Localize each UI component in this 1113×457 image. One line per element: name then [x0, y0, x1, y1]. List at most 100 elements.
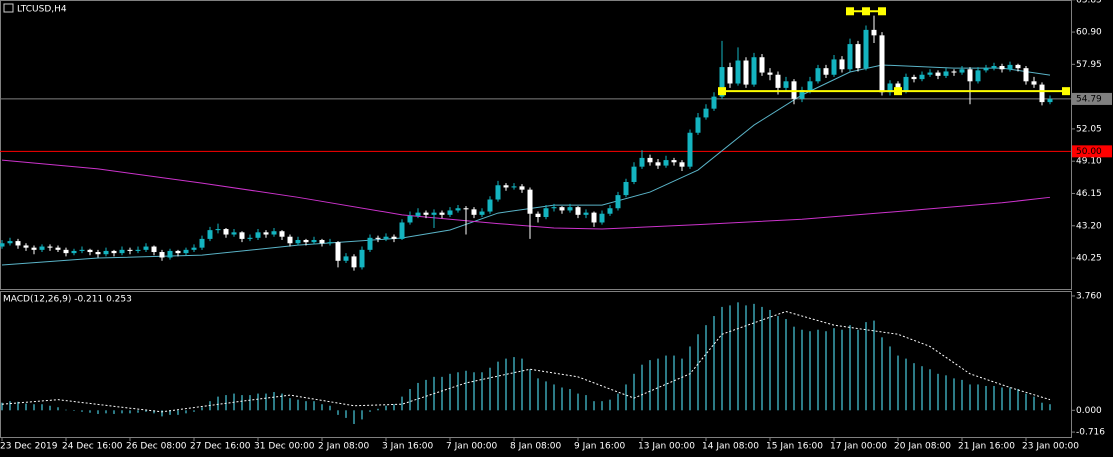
candle-body	[727, 67, 733, 84]
x-tick-label: 20 Jan 08:00	[894, 442, 951, 452]
candle-body	[647, 157, 653, 163]
candle-body	[847, 44, 853, 70]
candle-body	[143, 246, 149, 250]
candle-body	[1039, 84, 1045, 103]
candle-body	[1007, 64, 1013, 70]
candle-body	[0, 243, 5, 247]
y-tick-label: 3.760	[1076, 291, 1102, 301]
x-tick-label: 9 Jan 16:00	[574, 442, 626, 452]
candle-body	[23, 245, 29, 248]
candle-body	[767, 72, 773, 75]
x-tick-label: 26 Dec 08:00	[126, 442, 187, 452]
candle-body	[471, 209, 477, 215]
candle-body	[639, 157, 645, 167]
object-anchor	[878, 7, 886, 16]
candle-body	[567, 207, 573, 211]
candle-body	[351, 256, 357, 268]
candle-body	[887, 83, 893, 93]
candle-body	[975, 70, 981, 82]
candle-body	[151, 246, 157, 253]
candle-body	[239, 232, 245, 239]
candle-body	[823, 68, 829, 75]
candle-body	[807, 81, 813, 91]
candle-body	[935, 72, 941, 76]
y-tick-label: 0.000	[1076, 406, 1102, 416]
candle-body	[999, 65, 1005, 70]
candle-body	[447, 210, 453, 215]
candle-body	[863, 29, 869, 69]
candle-body	[783, 81, 789, 88]
candle-body	[575, 207, 581, 215]
moving-average	[1, 64, 1051, 266]
candle-body	[551, 207, 557, 209]
candle-body	[87, 249, 93, 253]
candle-body	[759, 57, 765, 73]
candle-body	[47, 246, 53, 248]
x-tick-label: 8 Jan 08:00	[510, 442, 562, 452]
object-anchor	[718, 87, 726, 96]
y-tick-label: -0.716	[1076, 428, 1105, 438]
candle-body	[951, 71, 957, 73]
macd-title: MACD(12,26,9) -0.211 0.253	[3, 295, 132, 305]
candle-body	[1015, 64, 1021, 69]
candle-body	[335, 242, 341, 261]
candle-body	[391, 236, 397, 239]
candle-body	[655, 162, 661, 166]
candle-body	[71, 250, 77, 254]
object-anchor	[862, 7, 870, 16]
candle-body	[175, 250, 181, 254]
candle-body	[511, 186, 517, 188]
candle-body	[919, 74, 925, 80]
candle-body	[303, 239, 309, 243]
candle-body	[663, 160, 669, 166]
candle-body	[55, 247, 61, 250]
candle-body	[167, 250, 173, 258]
candle-body	[119, 249, 125, 254]
x-tick-label: 27 Dec 16:00	[190, 442, 251, 452]
x-tick-label: 31 Dec 00:00	[254, 442, 315, 452]
y-tick-label: 49.10	[1076, 157, 1102, 167]
candle-body	[607, 208, 613, 214]
candle-body	[687, 132, 693, 167]
candle-body	[671, 160, 677, 163]
candle-body	[911, 76, 917, 80]
candle-body	[423, 212, 429, 215]
x-tick-label: 3 Jan 16:00	[382, 442, 434, 452]
candle-body	[751, 57, 757, 85]
candle-body	[279, 231, 285, 237]
candle-body	[599, 213, 605, 223]
y-tick-label: 40.25	[1076, 254, 1102, 264]
candle-body	[199, 238, 205, 248]
candle-body	[287, 236, 293, 244]
x-tick-label: 2 Jan 08:00	[318, 442, 370, 452]
candle-body	[95, 252, 101, 255]
y-tick-label: 57.95	[1076, 60, 1102, 70]
y-tick-label: 63.85	[1076, 0, 1102, 5]
candle-body	[527, 189, 533, 214]
candle-body	[703, 108, 709, 118]
candle-body	[103, 250, 109, 255]
candle-body	[487, 199, 493, 212]
candle-body	[15, 241, 21, 246]
candle-body	[455, 208, 461, 211]
candle-body	[991, 65, 997, 69]
object-anchor	[1062, 87, 1070, 96]
candle-body	[439, 212, 445, 215]
candle-body	[871, 29, 877, 36]
candle-body	[135, 249, 141, 251]
x-tick-label: 23 Dec 2019	[0, 442, 58, 452]
candle-body	[183, 249, 189, 254]
candle-body	[983, 68, 989, 71]
candle-body	[463, 208, 469, 210]
candle-body	[503, 185, 509, 188]
candle-body	[319, 239, 325, 244]
candle-body	[591, 212, 597, 223]
candle-body	[535, 213, 541, 218]
candle-body	[111, 250, 117, 254]
moving-average	[1, 159, 1051, 230]
chart-title: LTCUSD,H4	[17, 5, 67, 15]
main-panel-frame	[0, 0, 1072, 290]
candle-body	[407, 215, 413, 223]
